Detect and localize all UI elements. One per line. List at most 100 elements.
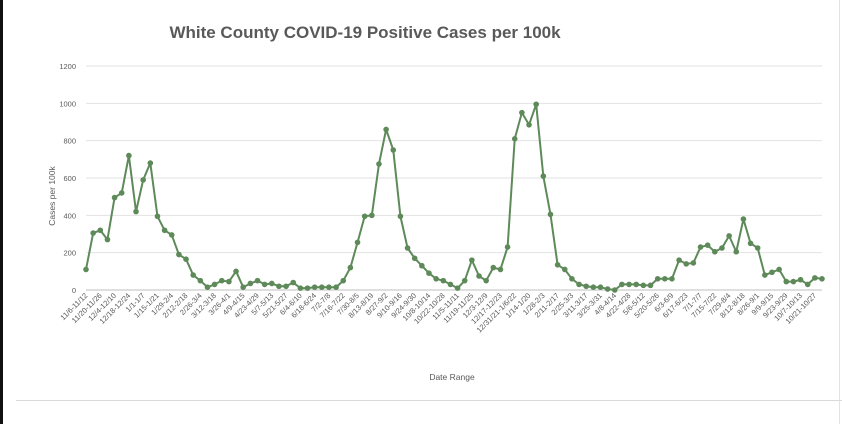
gridlines — [86, 65, 822, 291]
data-point — [147, 160, 154, 166]
data-point — [547, 211, 554, 218]
data-point — [297, 285, 304, 291]
data-point — [812, 275, 818, 281]
data-point — [383, 126, 389, 133]
data-point — [697, 244, 704, 250]
data-point — [118, 190, 125, 196]
data-point — [126, 152, 132, 159]
data-point — [661, 276, 668, 282]
data-point — [461, 277, 468, 284]
right-border — [839, 0, 840, 424]
series-cases — [83, 101, 825, 293]
data-point — [669, 276, 675, 282]
data-point — [369, 212, 375, 219]
data-point — [712, 248, 718, 255]
data-point — [276, 283, 282, 290]
data-point — [497, 266, 504, 273]
data-point — [469, 257, 475, 263]
bottom-border — [16, 400, 842, 401]
data-point — [347, 264, 354, 271]
data-point — [762, 272, 768, 278]
data-point — [211, 281, 218, 288]
data-point — [140, 177, 146, 183]
data-point — [440, 277, 447, 284]
data-point — [454, 285, 461, 291]
data-point — [640, 282, 647, 289]
data-point — [504, 244, 511, 250]
data-point — [776, 266, 782, 273]
data-point — [633, 281, 640, 288]
data-point — [311, 284, 318, 291]
data-point — [111, 194, 118, 201]
data-point — [569, 276, 575, 282]
data-point — [526, 122, 532, 128]
data-point — [447, 281, 454, 288]
data-point — [83, 266, 89, 273]
data-point — [654, 276, 661, 282]
data-point — [583, 283, 589, 290]
data-point — [333, 284, 339, 291]
data-point — [747, 240, 754, 247]
data-point — [483, 277, 489, 284]
data-point — [433, 276, 439, 282]
data-point — [769, 269, 775, 276]
data-point — [540, 173, 547, 179]
data-point — [561, 266, 568, 273]
data-point — [611, 287, 618, 293]
data-point — [183, 256, 189, 263]
data-point — [819, 276, 825, 282]
data-point — [319, 284, 325, 291]
data-point — [168, 232, 175, 238]
data-point — [90, 230, 96, 236]
data-point — [576, 281, 582, 288]
series-line — [85, 103, 823, 291]
data-point — [604, 286, 611, 292]
data-point — [218, 277, 225, 284]
data-point — [590, 284, 597, 291]
data-point — [133, 208, 139, 215]
data-point — [754, 245, 761, 251]
data-point — [797, 276, 804, 283]
data-point — [240, 284, 247, 291]
data-point — [154, 213, 161, 220]
data-point — [261, 281, 268, 288]
data-point — [783, 278, 790, 285]
y-axis-label: Cases per 100k — [47, 165, 57, 225]
data-point — [740, 216, 747, 222]
data-point — [676, 257, 682, 263]
data-point — [233, 268, 239, 275]
data-point — [411, 255, 418, 262]
data-point — [304, 285, 311, 291]
data-point — [197, 277, 204, 284]
data-point — [619, 281, 625, 288]
data-point — [226, 278, 232, 285]
y-tick-label: 0 — [72, 286, 76, 295]
data-point — [419, 262, 425, 269]
data-point — [161, 227, 168, 234]
data-point — [290, 279, 297, 286]
y-axis-ticks: 0 200 400 600 800 1000 1200 — [59, 62, 76, 295]
y-tick-label: 400 — [63, 211, 76, 220]
data-point — [554, 262, 561, 268]
data-point — [97, 227, 104, 234]
data-point — [390, 147, 397, 153]
data-point — [490, 264, 497, 271]
data-point — [626, 281, 632, 288]
data-point — [340, 277, 347, 284]
data-point — [254, 277, 261, 284]
data-point — [426, 270, 432, 277]
data-point — [104, 236, 111, 243]
left-border — [0, 0, 3, 424]
data-point — [354, 239, 361, 246]
y-tick-label: 1200 — [59, 62, 76, 71]
data-point — [597, 284, 604, 291]
data-point — [268, 280, 275, 287]
data-point — [404, 245, 411, 251]
data-point — [397, 213, 404, 220]
y-tick-label: 200 — [63, 249, 76, 258]
data-point — [683, 261, 690, 267]
data-point — [790, 278, 797, 285]
data-point — [511, 136, 518, 142]
data-point — [719, 245, 725, 251]
